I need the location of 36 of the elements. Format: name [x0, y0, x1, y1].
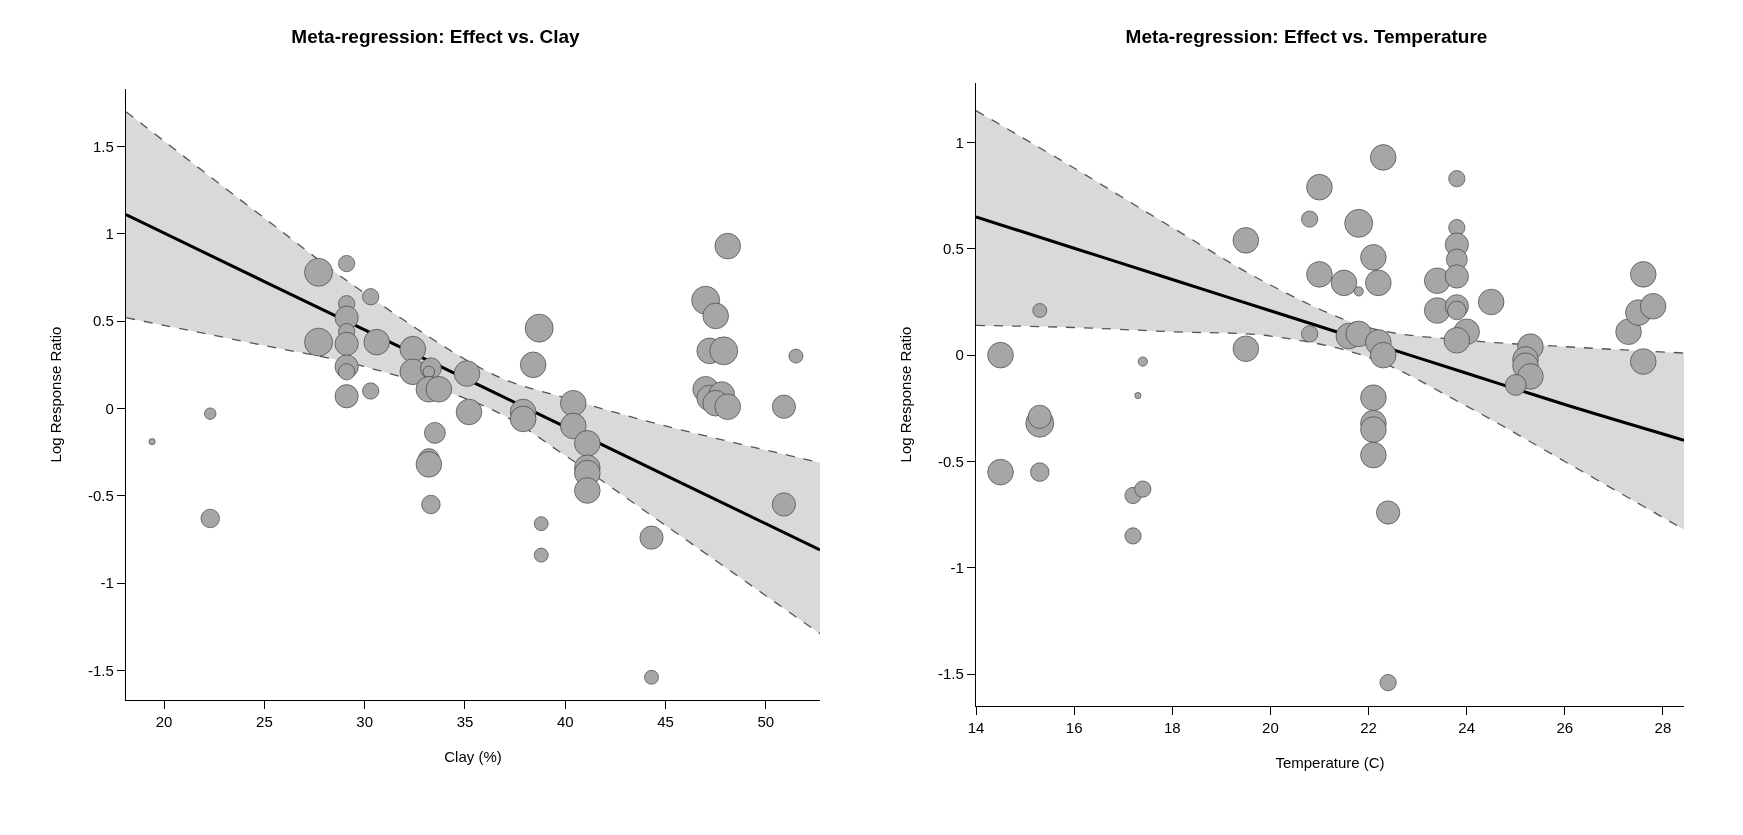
x-tick-label: 16	[1065, 719, 1083, 737]
x-tick-label: 40	[556, 713, 574, 731]
y-tick-label: -1.5	[87, 661, 114, 679]
x-tick-label: 25	[256, 713, 273, 731]
y-tick-label: 1.5	[92, 137, 114, 155]
y-tick-label: -1.5	[937, 665, 964, 683]
x-tick-label: 50	[757, 713, 775, 731]
y-axis-title: Log Response Ratio	[47, 326, 65, 463]
y-axis-title: Log Response Ratio	[897, 326, 915, 463]
x-tick-label: 35	[456, 713, 474, 731]
line-series	[976, 109, 1684, 354]
chart-title: Meta-regression: Effect vs. Clay	[291, 25, 581, 47]
chart-title: Meta-regression: Effect vs. Temperature	[1125, 25, 1488, 47]
x-tick-label: 20	[1262, 719, 1279, 737]
x-tick-label: 26	[1556, 719, 1574, 737]
y-tick-label: -0.5	[937, 452, 964, 470]
x-tick-label: 28	[1654, 719, 1672, 737]
y-tick-label: -1	[100, 574, 114, 592]
y-tick-label: 0.5	[92, 312, 114, 330]
y-tick-label: -1	[950, 559, 964, 577]
x-tick-label: 20	[155, 713, 173, 731]
y-tick-label: 0	[955, 346, 964, 364]
x-tick-label: 30	[356, 713, 374, 731]
y-tick-label: 0	[105, 399, 114, 417]
y-tick-label: 1	[955, 133, 964, 151]
y-tick-label: -0.5	[87, 487, 114, 504]
x-axis-title: Clay (%)	[444, 748, 502, 766]
y-tick-label: 1	[105, 225, 114, 243]
x-tick-label: 14	[967, 719, 985, 737]
x-tick-label: 45	[657, 713, 674, 731]
x-tick-label: 24	[1458, 719, 1475, 737]
x-axis-title: Temperature (C)	[1275, 754, 1385, 772]
line-series	[126, 317, 820, 635]
y-tick-label: 0.5	[942, 240, 964, 258]
x-tick-label: 22	[1360, 719, 1377, 737]
x-tick-label: 18	[1163, 719, 1181, 737]
